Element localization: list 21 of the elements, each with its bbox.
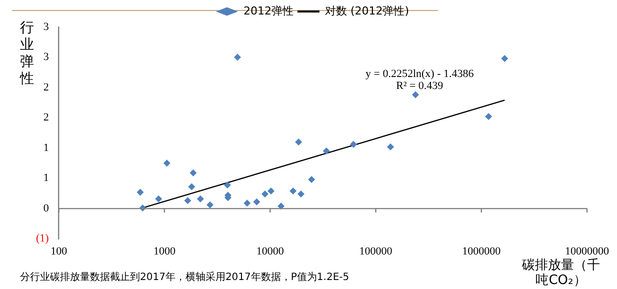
y-tick-label: (1) <box>36 232 50 245</box>
x-tick-label: 10000000 <box>565 245 610 258</box>
x-tick-label: 100000 <box>359 245 393 258</box>
legend-label: 对数 (2012弹性) <box>324 4 410 18</box>
text: 分行业碳排放量数据截止到2017年，横轴采用2017年数据，P值为1.2E-5 <box>20 270 350 284</box>
annotation: R² = 0.439 <box>396 80 444 92</box>
y-tick-label: 3 <box>43 51 50 64</box>
legend-label: 2012弹性 <box>243 4 294 18</box>
y-tick-label: 3 <box>43 20 50 33</box>
y-axis-title: 行业弹性 <box>18 20 35 88</box>
y-tick-label: 2 <box>43 81 49 94</box>
y-tick-label: 1 <box>43 172 49 184</box>
annotation: y = 0.2252ln(x) - 1.4386 <box>365 68 474 80</box>
x-tick-label: 10000 <box>256 245 284 258</box>
x-tick-label: 1000 <box>153 245 176 258</box>
y-tick-label: 2 <box>43 112 49 124</box>
x-tick-label: 100 <box>50 245 68 258</box>
x-tick-label: 1000000 <box>462 245 502 258</box>
y-tick-label: 1 <box>43 142 49 154</box>
y-tick-label: 0 <box>43 202 50 214</box>
x-axis-title: 碳排放量（千吨CO₂） <box>521 258 601 288</box>
